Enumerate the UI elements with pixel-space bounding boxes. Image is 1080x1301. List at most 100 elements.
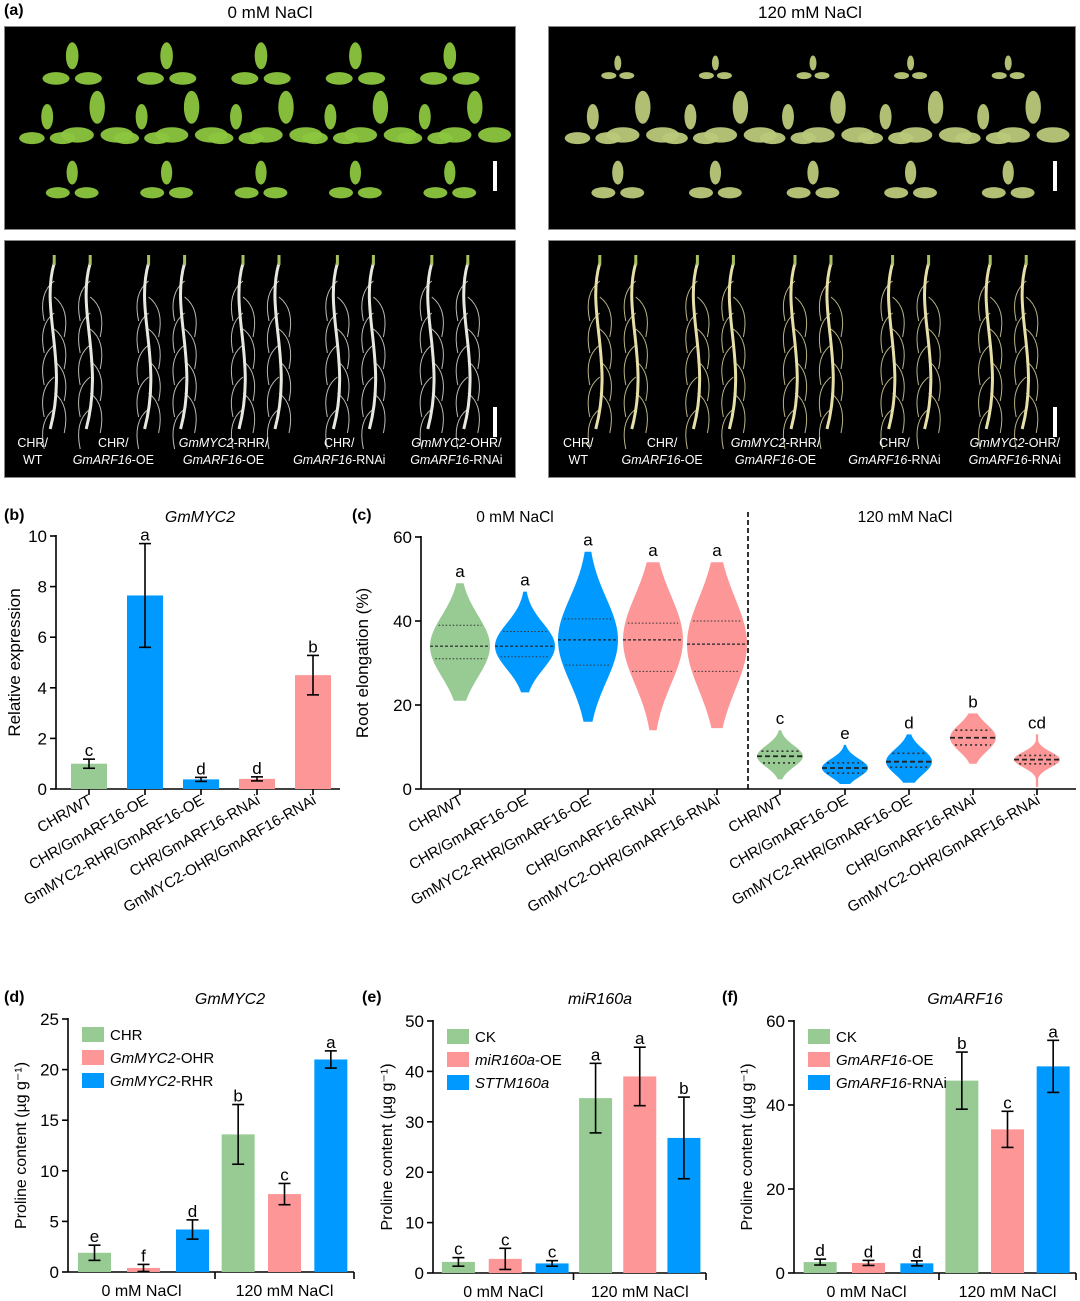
svg-text:20: 20	[405, 1163, 424, 1182]
bar	[900, 1263, 934, 1273]
svg-text:(f): (f)	[722, 989, 738, 1006]
leaf-photo-drawing	[564, 55, 1070, 199]
genotype-label: CHR/WT	[17, 436, 48, 467]
violin	[430, 583, 490, 701]
svg-text:c: c	[501, 1230, 510, 1249]
svg-text:GmMYC2: GmMYC2	[165, 509, 235, 526]
leaf-photo-0mM	[4, 26, 516, 230]
svg-text:0 mM NaCl: 0 mM NaCl	[826, 1284, 906, 1301]
svg-text:b: b	[679, 1079, 688, 1098]
svg-text:GmARF16-OE: GmARF16-OE	[836, 1052, 934, 1069]
svg-text:a: a	[1048, 1022, 1058, 1041]
genotype-label: CHR/GmARF16-OE	[72, 436, 154, 467]
svg-text:0 mM NaCl: 0 mM NaCl	[476, 509, 554, 526]
svg-text:6: 6	[38, 628, 47, 647]
svg-text:20: 20	[393, 696, 412, 715]
svg-text:10: 10	[28, 527, 47, 546]
svg-text:40: 40	[393, 612, 412, 631]
violin	[558, 551, 618, 722]
svg-text:20: 20	[40, 1061, 59, 1080]
violin	[495, 591, 555, 693]
svg-text:c: c	[548, 1243, 557, 1262]
legend-swatch	[82, 1027, 104, 1042]
legend-swatch	[447, 1029, 469, 1044]
svg-text:Relative expression: Relative expression	[5, 588, 24, 736]
leaf-photo-120mM	[548, 26, 1076, 230]
svg-text:40: 40	[766, 1096, 785, 1115]
svg-text:a: a	[140, 526, 150, 545]
svg-text:a: a	[648, 541, 658, 560]
svg-text:b: b	[957, 1034, 966, 1053]
svg-text:8: 8	[38, 578, 47, 597]
bar	[314, 1059, 348, 1272]
bar	[441, 1261, 475, 1273]
panel-a-title-120mM: 120 mM NaCl	[758, 3, 862, 22]
svg-text:120 mM NaCl: 120 mM NaCl	[591, 1284, 689, 1301]
violin	[757, 730, 803, 780]
genotype-label: CHR/GmARF16-RNAi	[293, 436, 386, 467]
svg-text:c: c	[280, 1165, 289, 1184]
bar	[239, 778, 275, 789]
svg-text:5: 5	[50, 1212, 59, 1231]
svg-text:c: c	[85, 741, 94, 760]
svg-text:4: 4	[38, 679, 47, 698]
svg-text:miR160a-OE: miR160a-OE	[475, 1052, 562, 1069]
svg-text:120 mM NaCl: 120 mM NaCl	[858, 509, 953, 526]
svg-text:CHR: CHR	[110, 1027, 143, 1044]
svg-text:(d): (d)	[4, 989, 24, 1006]
root-photo-drawing	[587, 255, 1057, 450]
legend-swatch	[808, 1052, 830, 1067]
svg-text:0: 0	[50, 1263, 59, 1282]
violin	[623, 562, 683, 731]
svg-text:Proline content (µg g⁻¹): Proline content (µg g⁻¹)	[739, 1063, 756, 1230]
svg-text:c: c	[776, 709, 785, 728]
svg-text:a: a	[455, 562, 465, 581]
legend-swatch	[447, 1075, 469, 1090]
chart-f: (f) GmARF16 0 20 40 60 Proline content (µg g⁻¹…	[722, 989, 1077, 1301]
bar	[623, 1076, 657, 1273]
svg-text:e: e	[90, 1227, 99, 1246]
genotype-label: GmMYC2-OHR/GmARF16-RNAi	[410, 436, 503, 467]
bar	[78, 1252, 111, 1272]
chart-c: (c) 0 mM NaCl 120 mM NaCl 0 20 40 60 Root elong…	[352, 507, 1076, 916]
svg-text:cd: cd	[1028, 713, 1046, 732]
bar	[945, 1080, 979, 1273]
violin	[1014, 734, 1060, 787]
svg-text:0 mM NaCl: 0 mM NaCl	[463, 1284, 543, 1301]
svg-text:d: d	[188, 1202, 197, 1221]
svg-text:(c): (c)	[352, 507, 372, 524]
svg-text:d: d	[904, 713, 913, 732]
legend-swatch	[447, 1052, 469, 1067]
svg-text:(e): (e)	[362, 989, 382, 1006]
genotype-label: GmMYC2-RHR/GmARF16-OE	[730, 436, 821, 467]
svg-text:GmMYC2-RHR: GmMYC2-RHR	[110, 1073, 214, 1090]
svg-text:GmARF16: GmARF16	[927, 991, 1003, 1008]
leaf-photo-drawing	[19, 42, 512, 199]
svg-text:Proline content (µg g⁻¹): Proline content (µg g⁻¹)	[379, 1063, 396, 1230]
violin	[950, 713, 996, 764]
svg-text:c: c	[454, 1240, 463, 1259]
svg-text:d: d	[252, 759, 261, 778]
violin	[822, 744, 868, 784]
svg-text:2: 2	[38, 729, 47, 748]
genotype-label: GmMYC2-RHR/GmARF16-OE	[178, 436, 269, 467]
svg-text:a: a	[591, 1045, 601, 1064]
genotype-labels: CHR/WT CHR/GmARF16-OE GmMYC2-RHR/GmARF16-O…	[549, 435, 1075, 469]
svg-text:a: a	[712, 541, 722, 560]
svg-text:Root elongation (%): Root elongation (%)	[353, 588, 372, 738]
svg-text:50: 50	[405, 1012, 424, 1031]
svg-text:b: b	[968, 692, 977, 711]
svg-text:a: a	[583, 531, 593, 550]
genotype-label: CHR/GmARF16-OE	[621, 436, 703, 467]
legend-swatch	[808, 1029, 830, 1044]
genotype-label: GmMYC2-OHR/GmARF16-RNAi	[968, 436, 1061, 467]
svg-text:GmMYC2: GmMYC2	[195, 991, 265, 1008]
svg-text:(b): (b)	[4, 507, 24, 524]
root-photo-0mM: CHR/WT CHR/GmARF16-OE GmMYC2-RHR/GmARF16-O…	[4, 240, 516, 478]
svg-text:120 mM NaCl: 120 mM NaCl	[959, 1284, 1057, 1301]
svg-text:0 mM NaCl: 0 mM NaCl	[101, 1283, 181, 1300]
violin	[886, 734, 932, 783]
svg-text:STTM160a: STTM160a	[475, 1075, 549, 1092]
